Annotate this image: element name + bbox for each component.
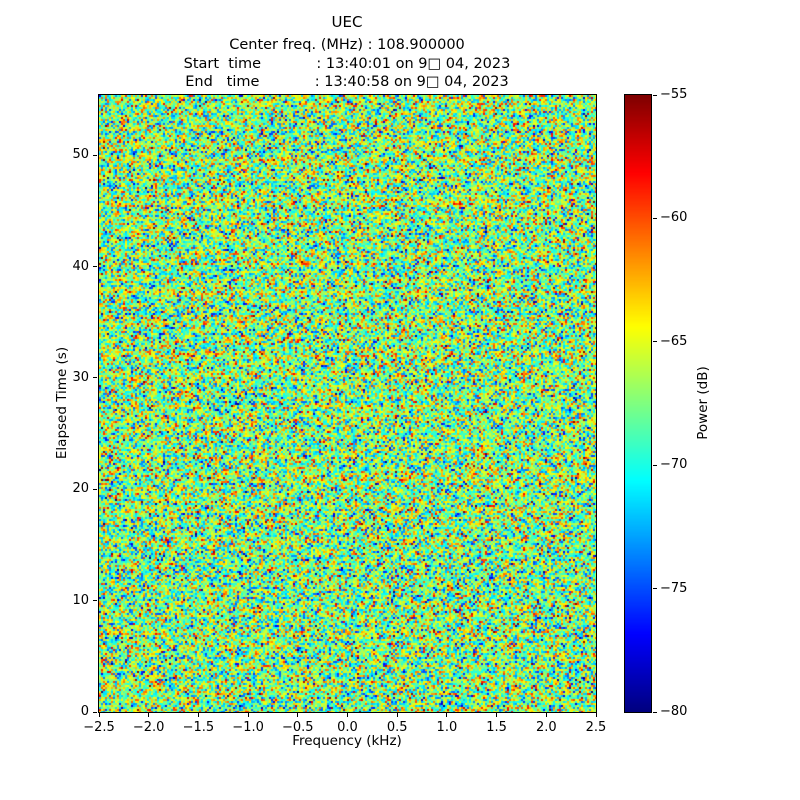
x-tick-label: −2.5 bbox=[83, 720, 115, 735]
y-tick-label: 0 bbox=[80, 704, 89, 719]
colorbar-tick-mark bbox=[653, 341, 657, 343]
colorbar-tick-label: −65 bbox=[660, 333, 688, 349]
x-tick-label: −1.0 bbox=[232, 720, 264, 735]
y-tick-label: 10 bbox=[72, 592, 89, 608]
y-tick-mark bbox=[93, 711, 97, 713]
x-tick-label: 0.5 bbox=[386, 720, 408, 735]
colorbar-tick-label: −75 bbox=[660, 580, 688, 596]
y-tick-label: 30 bbox=[72, 369, 89, 385]
y-tick-mark bbox=[93, 154, 97, 156]
x-tick-mark bbox=[148, 713, 150, 717]
x-tick-label: −0.5 bbox=[282, 720, 314, 735]
x-tick-label: 2.5 bbox=[585, 720, 607, 735]
x-tick-mark bbox=[347, 713, 348, 717]
x-tick-label: 0.0 bbox=[337, 720, 358, 735]
subtitle-line-start-time: Start time : 13:40:01 on 9□ 04, 2023 bbox=[183, 55, 511, 72]
x-tick-label: 2.0 bbox=[535, 720, 557, 735]
x-tick-label: −2.0 bbox=[132, 720, 165, 735]
colorbar-tick-mark bbox=[653, 217, 657, 219]
x-tick-mark bbox=[297, 713, 299, 717]
chart-title: UEC bbox=[331, 13, 363, 31]
y-tick-mark bbox=[93, 266, 97, 267]
y-tick-label: 50 bbox=[72, 147, 89, 163]
subtitle-line-center-freq: Center freq. (MHz) : 108.900000 bbox=[229, 37, 465, 53]
y-tick-mark bbox=[93, 600, 97, 602]
x-tick-label: −1.5 bbox=[182, 720, 215, 735]
subtitle-line-end-time: End time : 13:40:58 on 9□ 04, 2023 bbox=[185, 74, 509, 90]
x-tick-label: 1.0 bbox=[436, 720, 458, 735]
colorbar-tick-label: −80 bbox=[660, 704, 688, 719]
chart-subtitle: Center freq. (MHz) : 108.900000 Start ti… bbox=[184, 36, 511, 92]
colorbar bbox=[624, 94, 652, 713]
x-axis-label: Frequency (kHz) bbox=[292, 733, 402, 749]
y-tick-label: 20 bbox=[72, 481, 89, 497]
colorbar-tick-label: −55 bbox=[660, 87, 688, 102]
colorbar-tick-label: −70 bbox=[660, 457, 688, 473]
x-tick-mark bbox=[545, 713, 547, 717]
y-tick-label: 40 bbox=[72, 258, 89, 274]
x-tick-mark bbox=[496, 713, 498, 717]
y-tick-mark bbox=[93, 377, 97, 379]
x-tick-mark bbox=[98, 713, 100, 717]
x-tick-label: 1.5 bbox=[486, 720, 507, 735]
x-tick-mark bbox=[446, 713, 448, 717]
x-tick-mark bbox=[247, 713, 249, 717]
spectrogram-heatmap bbox=[98, 94, 597, 713]
colorbar-tick-mark bbox=[653, 464, 657, 466]
x-tick-mark bbox=[197, 713, 199, 717]
x-tick-mark bbox=[396, 713, 398, 717]
colorbar-tick-label: −60 bbox=[660, 210, 688, 226]
colorbar-tick-mark bbox=[653, 94, 657, 96]
x-tick-mark bbox=[595, 713, 597, 717]
colorbar-label: Power (dB) bbox=[695, 366, 711, 440]
y-tick-mark bbox=[93, 488, 97, 490]
y-axis-label: Elapsed Time (s) bbox=[54, 346, 70, 460]
colorbar-tick-mark bbox=[653, 588, 657, 590]
colorbar-tick-mark bbox=[653, 711, 657, 713]
